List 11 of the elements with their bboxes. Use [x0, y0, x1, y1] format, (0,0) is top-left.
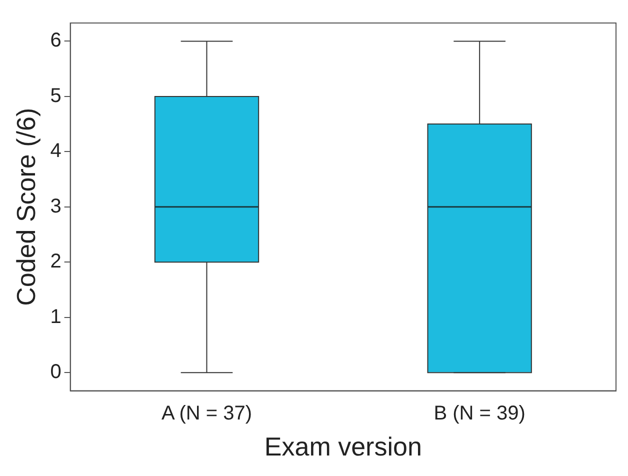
- y-tick-label: 3: [50, 195, 62, 218]
- y-axis-title: Coded Score (/6): [10, 108, 41, 306]
- y-tick-label: 5: [50, 84, 62, 107]
- y-tick-label: 2: [50, 250, 62, 273]
- x-axis-title: Exam version: [264, 432, 422, 462]
- y-tick-label: 6: [50, 30, 62, 52]
- y-tick-label: 4: [50, 140, 62, 162]
- y-tick-label: 0: [50, 361, 62, 384]
- y-tick-label: 1: [50, 306, 62, 328]
- x-tick-label: A (N = 37): [161, 402, 252, 424]
- x-tick-label: B (N = 39): [434, 402, 526, 424]
